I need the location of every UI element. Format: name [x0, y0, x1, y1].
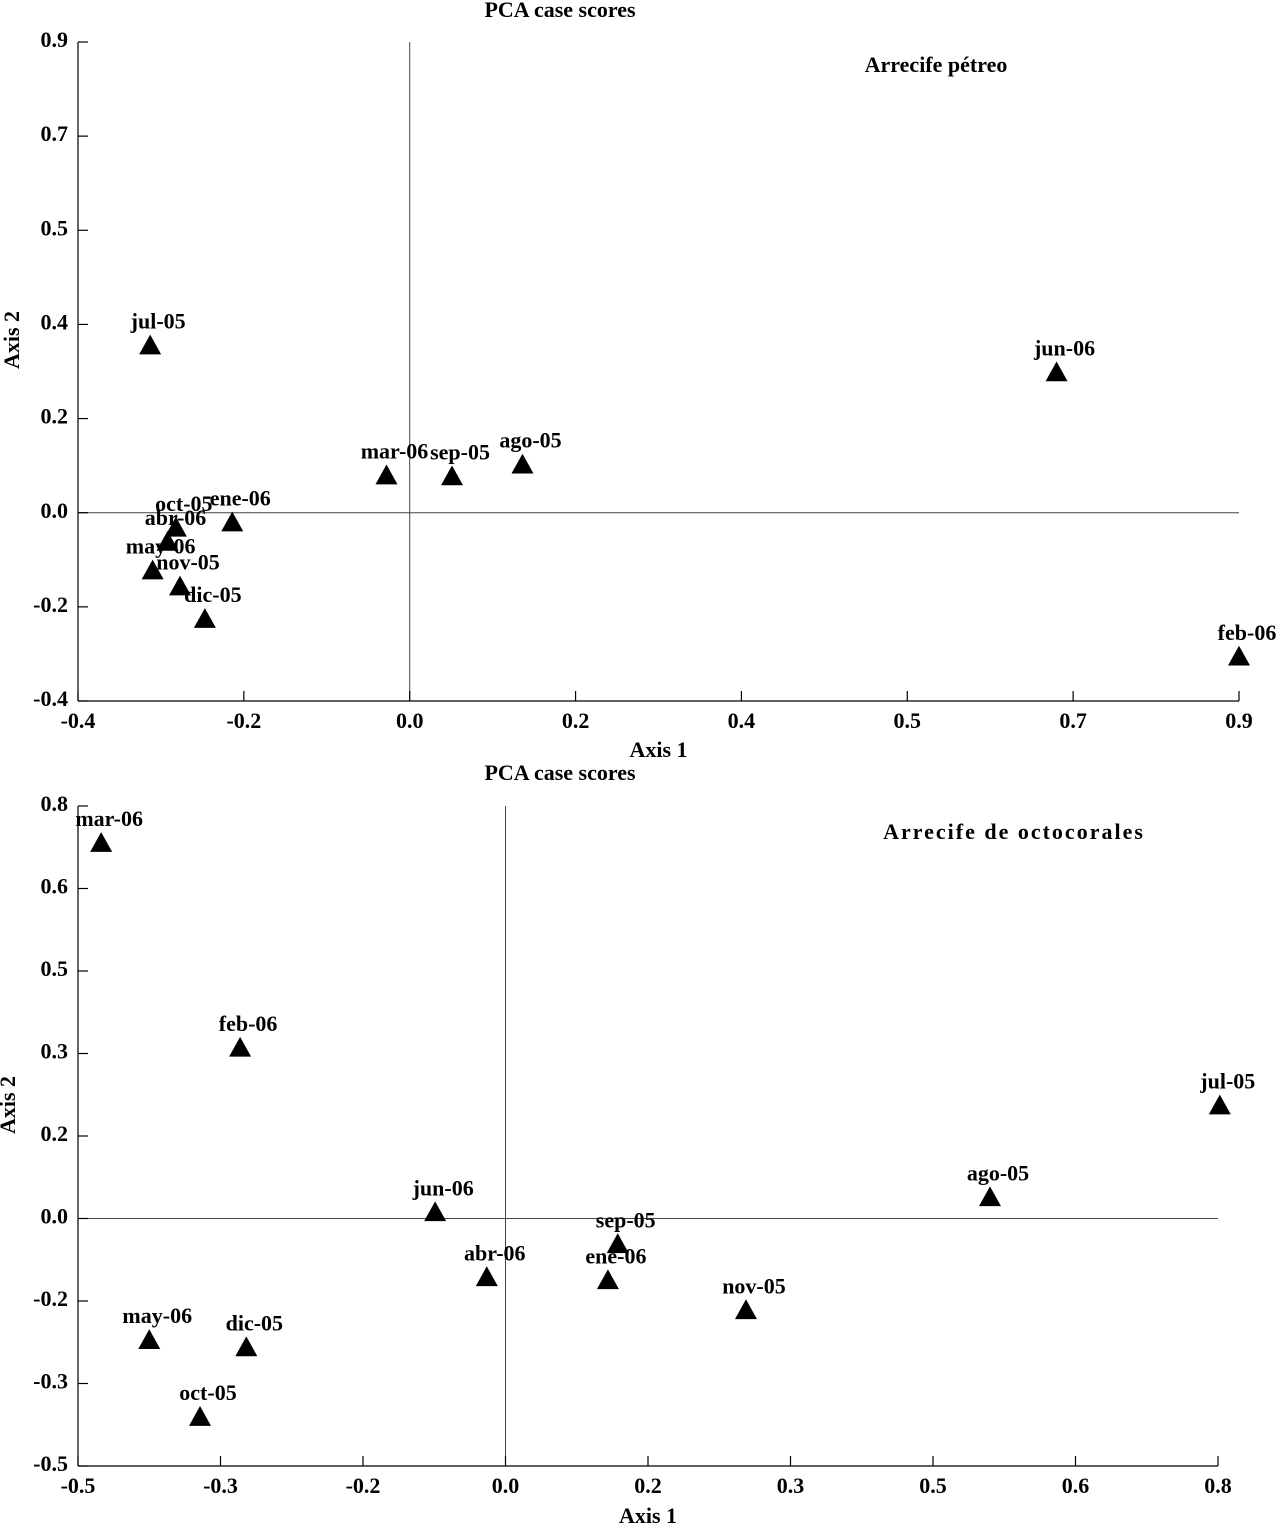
y-tick-label: 0.8 — [41, 791, 69, 816]
y-tick-label: 0.0 — [41, 1204, 69, 1229]
point-label: ene-06 — [210, 486, 271, 511]
point — [90, 832, 113, 852]
chart-title: PCA case scores — [484, 0, 636, 22]
point — [141, 559, 164, 580]
x-tick-label: 0.5 — [894, 708, 922, 733]
point-label: ago-05 — [499, 428, 561, 453]
x-tick-label: 0.9 — [1225, 708, 1253, 733]
point — [189, 1406, 212, 1426]
point — [1208, 1094, 1231, 1115]
point — [424, 1201, 447, 1222]
y-tick-label: -0.5 — [33, 1451, 68, 1476]
point-label: mar-06 — [361, 439, 429, 464]
point — [734, 1299, 757, 1320]
point-label: ago-05 — [967, 1160, 1029, 1185]
x-tick-label: 0.4 — [728, 708, 756, 733]
y-tick-label: 0.2 — [41, 1121, 69, 1146]
y-tick-label: 0.4 — [41, 309, 69, 334]
point-label: feb-06 — [219, 1011, 278, 1036]
y-tick-label: -0.3 — [33, 1369, 68, 1394]
point — [139, 334, 162, 355]
annotation: Arrecife pétreo — [865, 52, 1008, 77]
y-axis-label: Axis 2 — [0, 311, 24, 369]
x-tick-label: 0.5 — [919, 1473, 947, 1498]
y-axis-label: Axis 2 — [0, 1076, 20, 1134]
point-label: mar-06 — [75, 806, 143, 831]
point-label: jun-06 — [412, 1175, 474, 1200]
y-tick-label: 0.5 — [41, 215, 69, 240]
point-label: oct-05 — [155, 491, 212, 516]
point — [229, 1036, 252, 1057]
point — [193, 608, 216, 628]
point — [169, 575, 192, 596]
y-tick-label: 0.5 — [41, 956, 69, 981]
point — [164, 516, 187, 537]
y-tick-label: -0.2 — [33, 1286, 68, 1311]
point-label: jul-05 — [130, 309, 186, 334]
point — [138, 1329, 161, 1349]
point — [979, 1186, 1001, 1207]
point — [441, 465, 464, 486]
x-tick-label: 0.6 — [1062, 1473, 1090, 1498]
y-tick-label: 0.6 — [41, 874, 69, 899]
x-axis-label: Axis 1 — [619, 1503, 677, 1528]
point-label: jul-05 — [1199, 1069, 1255, 1094]
point — [511, 453, 534, 474]
x-tick-label: 0.0 — [492, 1473, 520, 1498]
x-tick-label: 0.0 — [396, 708, 424, 733]
x-tick-label: 0.2 — [634, 1473, 662, 1498]
y-tick-label: 0.9 — [41, 27, 69, 52]
x-tick-label: -0.4 — [61, 708, 96, 733]
x-tick-label: -0.3 — [203, 1473, 238, 1498]
point-label: abr-06 — [464, 1240, 526, 1265]
point-label: nov-05 — [156, 550, 220, 575]
point-label: feb-06 — [1218, 620, 1277, 645]
x-tick-label: -0.2 — [226, 708, 261, 733]
y-tick-label: -0.4 — [33, 686, 68, 711]
x-tick-label: 0.2 — [562, 708, 590, 733]
point-label: may-06 — [126, 534, 196, 559]
point-label: may-06 — [122, 1303, 192, 1328]
point-label: sep-05 — [430, 440, 490, 465]
point-label: dic-05 — [226, 1310, 283, 1335]
x-tick-label: 0.3 — [777, 1473, 805, 1498]
point — [375, 464, 398, 485]
point-label: ene-06 — [585, 1243, 646, 1268]
point — [235, 1336, 258, 1357]
x-tick-label: 0.8 — [1204, 1473, 1232, 1498]
y-tick-label: -0.2 — [33, 592, 68, 617]
point — [156, 530, 179, 551]
x-tick-label: -0.2 — [346, 1473, 381, 1498]
y-tick-label: 0.3 — [41, 1039, 69, 1064]
point-label: sep-05 — [596, 1207, 656, 1232]
x-tick-label: -0.5 — [61, 1473, 96, 1498]
annotation: Arrecife de octocorales — [883, 819, 1145, 844]
point-label: jun-06 — [1033, 335, 1095, 360]
point — [596, 1269, 619, 1290]
point — [1228, 645, 1250, 666]
chart-title: PCA case scores — [484, 760, 636, 785]
point-label: dic-05 — [184, 582, 241, 607]
y-tick-label: 0.2 — [41, 404, 69, 429]
point-label: oct-05 — [179, 1380, 236, 1405]
x-tick-label: 0.7 — [1059, 708, 1087, 733]
point-label: abr-06 — [145, 505, 207, 530]
point — [475, 1266, 498, 1287]
y-tick-label: 0.0 — [41, 498, 69, 523]
point — [221, 511, 244, 532]
point — [1045, 361, 1068, 382]
y-tick-label: 0.7 — [41, 121, 69, 146]
x-axis-label: Axis 1 — [629, 737, 687, 762]
point-label: nov-05 — [722, 1273, 786, 1298]
point — [606, 1233, 629, 1254]
